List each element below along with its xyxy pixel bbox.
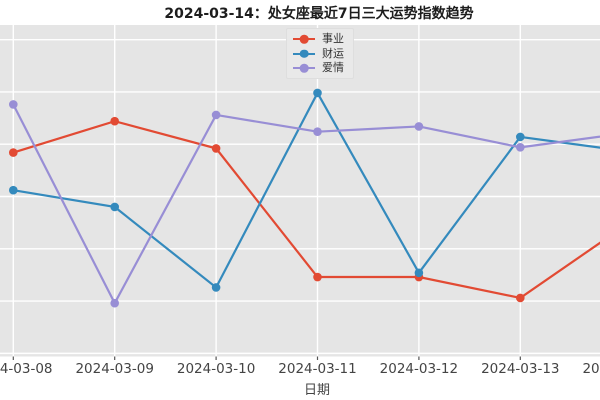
legend-item-love: 爱情 [293,62,344,74]
series-marker-love [516,143,525,152]
series-marker-love [211,110,221,120]
series-marker-love [414,122,424,131]
series-marker-love [313,127,322,136]
series-marker-wealth [211,283,221,292]
x-tick-label: 2024-03-08 [0,361,53,377]
series-marker-career [313,272,322,282]
series-marker-wealth [516,132,525,142]
x-tick-label: 2024-03-11 [278,361,357,377]
legend: 事业 财运 爱情 [286,28,354,79]
legend-love-label: 爱情 [322,61,344,74]
chart-title: 2024-03-14：处女座最近7日三大运势指数趋势 [164,6,474,22]
legend-item-wealth: 财运 [293,46,344,60]
x-tick-label: 2024-03-10 [176,361,256,377]
legend-career-label: 事业 [322,32,344,45]
x-tick-label: 2024-03-14 [582,361,600,377]
series-marker-wealth [313,88,322,98]
x-axis-label: 日期 [303,383,331,398]
x-tick-label: 2024-03-12 [379,361,459,377]
series-marker-wealth [110,202,119,212]
legend-item-career: 事业 [293,33,344,45]
series-marker-wealth [9,185,18,195]
series-marker-career [211,144,221,153]
legend-wealth-label: 财运 [322,46,344,60]
series-marker-career [9,148,18,157]
wealth-line-marker-icon [293,49,315,59]
career-line-marker-icon [293,34,315,44]
x-tick-label: 2024-03-13 [481,361,560,377]
series-marker-love [110,298,119,308]
x-tick-label: 2024-03-09 [75,361,154,377]
love-line-marker-icon [293,63,315,73]
series-marker-career [516,293,525,303]
series-marker-career [110,116,119,126]
series-marker-wealth [414,268,424,278]
series-marker-love [9,100,18,109]
